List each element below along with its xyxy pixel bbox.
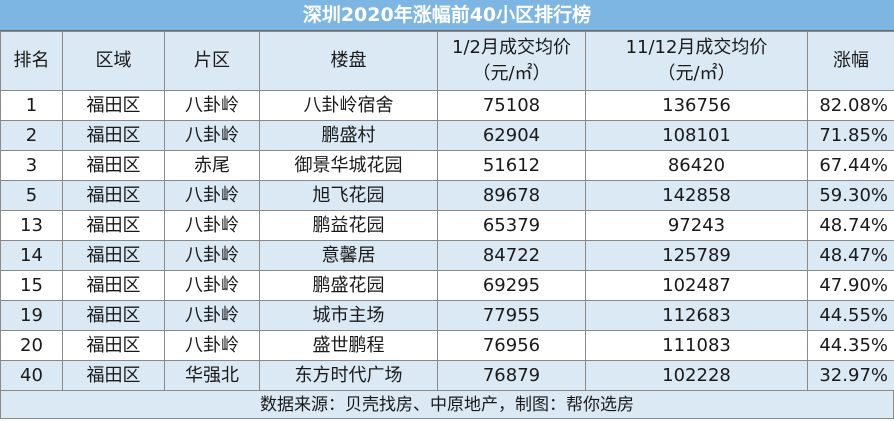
cell-estate: 盛世鹏程 — [259, 330, 438, 361]
cell-area: 八卦岭 — [164, 330, 260, 361]
header-rank: 排名 — [0, 31, 63, 91]
cell-price-nov: 125789 — [585, 240, 808, 271]
cell-price-jan: 77955 — [437, 300, 586, 331]
cell-district: 福田区 — [62, 330, 165, 361]
cell-price-nov: 102487 — [585, 270, 808, 301]
cell-area: 八卦岭 — [164, 90, 260, 121]
cell-area: 八卦岭 — [164, 180, 260, 211]
cell-estate: 东方时代广场 — [259, 360, 438, 391]
cell-price-nov: 97243 — [585, 210, 808, 241]
cell-district: 福田区 — [62, 150, 165, 181]
cell-area: 华强北 — [164, 360, 260, 391]
header-district: 区域 — [62, 31, 165, 91]
table-row: 19 福田区 八卦岭 城市主场 77955 112683 44.55% — [0, 300, 894, 331]
table-row: 13 福田区 八卦岭 鹏益花园 65379 97243 48.74% — [0, 210, 894, 241]
cell-increase: 71.85% — [807, 120, 894, 151]
header-price-nov-unit: （元/㎡） — [657, 63, 736, 84]
cell-price-nov: 102228 — [585, 360, 808, 391]
cell-district: 福田区 — [62, 90, 165, 121]
cell-price-jan: 84722 — [437, 240, 586, 271]
header-price-nov: 11/12月成交均价 （元/㎡） — [585, 31, 808, 91]
cell-increase: 32.97% — [807, 360, 894, 391]
cell-price-jan: 75108 — [437, 90, 586, 121]
cell-district: 福田区 — [62, 270, 165, 301]
cell-price-jan: 76879 — [437, 360, 586, 391]
cell-price-nov: 136756 — [585, 90, 808, 121]
cell-rank: 20 — [0, 330, 63, 361]
cell-increase: 48.47% — [807, 240, 894, 271]
table-row: 20 福田区 八卦岭 盛世鹏程 76956 111083 44.35% — [0, 330, 894, 361]
cell-price-jan: 69295 — [437, 270, 586, 301]
cell-district: 福田区 — [62, 210, 165, 241]
header-price-jan-unit: （元/㎡） — [472, 63, 551, 84]
table-row: 5 福田区 八卦岭 旭飞花园 89678 142858 59.30% — [0, 180, 894, 211]
table-row: 2 福田区 八卦岭 鹏盛村 62904 108101 71.85% — [0, 120, 894, 151]
cell-increase: 48.74% — [807, 210, 894, 241]
cell-district: 福田区 — [62, 360, 165, 391]
cell-district: 福田区 — [62, 180, 165, 211]
cell-district: 福田区 — [62, 120, 165, 151]
cell-district: 福田区 — [62, 300, 165, 331]
ranking-table: 排名 区域 片区 楼盘 1/2月成交均价 （元/㎡） 11/12月成交均价 （元… — [0, 31, 894, 391]
cell-estate: 鹏益花园 — [259, 210, 438, 241]
cell-price-nov: 111083 — [585, 330, 808, 361]
cell-area: 八卦岭 — [164, 270, 260, 301]
cell-price-jan: 51612 — [437, 150, 586, 181]
cell-estate: 八卦岭宿舍 — [259, 90, 438, 121]
cell-increase: 67.44% — [807, 150, 894, 181]
cell-price-nov: 142858 — [585, 180, 808, 211]
header-area: 片区 — [164, 31, 260, 91]
cell-price-jan: 65379 — [437, 210, 586, 241]
cell-rank: 40 — [0, 360, 63, 391]
cell-increase: 44.55% — [807, 300, 894, 331]
cell-price-nov: 108101 — [585, 120, 808, 151]
cell-price-nov: 86420 — [585, 150, 808, 181]
cell-estate: 鹏盛村 — [259, 120, 438, 151]
cell-price-jan: 76956 — [437, 330, 586, 361]
cell-increase: 59.30% — [807, 180, 894, 211]
cell-area: 赤尾 — [164, 150, 260, 181]
cell-rank: 13 — [0, 210, 63, 241]
cell-area: 八卦岭 — [164, 120, 260, 151]
header-price-jan: 1/2月成交均价 （元/㎡） — [437, 31, 586, 91]
cell-estate: 城市主场 — [259, 300, 438, 331]
table-body: 1 福田区 八卦岭 八卦岭宿舍 75108 136756 82.08% 2 福田区 八卦岭 鹏盛村 6… — [0, 90, 894, 391]
cell-price-jan: 89678 — [437, 180, 586, 211]
cell-estate: 御景华城花园 — [259, 150, 438, 181]
source-note: 数据来源：贝壳找房、中原地产，制图：帮你选房 — [0, 391, 894, 419]
cell-rank: 14 — [0, 240, 63, 271]
table-title: 深圳2020年涨幅前40小区排行榜 — [0, 0, 894, 31]
cell-rank: 2 — [0, 120, 63, 151]
header-increase: 涨幅 — [807, 31, 894, 91]
cell-estate: 鹏盛花园 — [259, 270, 438, 301]
cell-rank: 5 — [0, 180, 63, 211]
table-row: 3 福田区 赤尾 御景华城花园 51612 86420 67.44% — [0, 150, 894, 181]
header-price-jan-title: 1/2月成交均价 — [452, 37, 571, 58]
cell-estate: 旭飞花园 — [259, 180, 438, 211]
cell-district: 福田区 — [62, 240, 165, 271]
table-row: 14 福田区 八卦岭 意馨居 84722 125789 48.47% — [0, 240, 894, 271]
header-price-nov-title: 11/12月成交均价 — [625, 37, 768, 58]
cell-estate: 意馨居 — [259, 240, 438, 271]
cell-price-nov: 112683 — [585, 300, 808, 331]
header-row: 排名 区域 片区 楼盘 1/2月成交均价 （元/㎡） 11/12月成交均价 （元… — [0, 31, 894, 91]
table-row: 1 福田区 八卦岭 八卦岭宿舍 75108 136756 82.08% — [0, 90, 894, 121]
table-row: 40 福田区 华强北 东方时代广场 76879 102228 32.97% — [0, 360, 894, 391]
cell-increase: 44.35% — [807, 330, 894, 361]
cell-area: 八卦岭 — [164, 210, 260, 241]
cell-area: 八卦岭 — [164, 240, 260, 271]
cell-area: 八卦岭 — [164, 300, 260, 331]
cell-rank: 1 — [0, 90, 63, 121]
cell-rank: 15 — [0, 270, 63, 301]
cell-rank: 19 — [0, 300, 63, 331]
cell-price-jan: 62904 — [437, 120, 586, 151]
cell-increase: 47.90% — [807, 270, 894, 301]
header-estate: 楼盘 — [259, 31, 438, 91]
cell-increase: 82.08% — [807, 90, 894, 121]
table-row: 15 福田区 八卦岭 鹏盛花园 69295 102487 47.90% — [0, 270, 894, 301]
cell-rank: 3 — [0, 150, 63, 181]
